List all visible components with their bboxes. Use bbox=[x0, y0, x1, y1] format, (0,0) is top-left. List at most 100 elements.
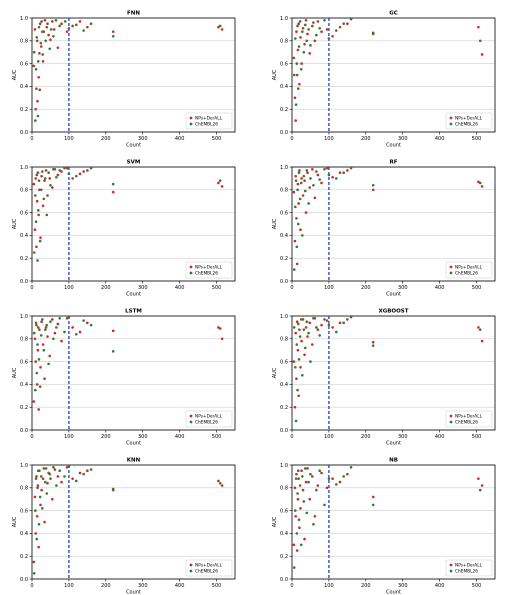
data-point bbox=[89, 468, 93, 471]
data-point bbox=[32, 560, 36, 564]
data-point bbox=[294, 119, 297, 122]
data-point bbox=[318, 26, 321, 30]
data-point bbox=[302, 50, 306, 54]
data-point bbox=[37, 358, 41, 361]
data-point bbox=[78, 471, 82, 475]
plot-area bbox=[291, 315, 496, 431]
data-point bbox=[325, 486, 329, 490]
data-point bbox=[111, 350, 115, 353]
y-tick-label: 0.8 bbox=[280, 188, 288, 194]
data-point bbox=[315, 488, 318, 492]
data-point bbox=[295, 245, 299, 249]
data-point bbox=[39, 45, 43, 48]
data-point bbox=[111, 182, 115, 186]
data-point bbox=[37, 408, 40, 411]
x-axis-label: Count bbox=[386, 143, 401, 149]
data-point bbox=[47, 171, 50, 174]
data-point bbox=[327, 37, 331, 40]
y-tick-label: 0.8 bbox=[20, 486, 28, 492]
data-point bbox=[296, 222, 300, 226]
series-nps-derall bbox=[292, 316, 484, 409]
data-point bbox=[45, 25, 49, 29]
legend-label: NPs+DerALL bbox=[455, 116, 483, 122]
data-point bbox=[294, 331, 297, 335]
series-nps-derall bbox=[292, 166, 484, 266]
y-axis-label: AUC bbox=[272, 516, 278, 527]
y-tick-label: 0.4 bbox=[280, 382, 288, 388]
data-point bbox=[295, 472, 298, 476]
data-point bbox=[44, 467, 48, 470]
legend-marker bbox=[449, 414, 453, 418]
y-tick-label: 0.2 bbox=[280, 554, 288, 560]
data-point bbox=[51, 318, 54, 321]
data-point bbox=[298, 169, 301, 172]
data-point bbox=[51, 186, 54, 189]
data-point bbox=[39, 188, 43, 192]
legend-marker bbox=[189, 271, 193, 275]
data-point bbox=[35, 245, 38, 249]
legend-label: NPs+DerALL bbox=[195, 116, 223, 122]
data-point bbox=[36, 486, 39, 490]
data-point bbox=[299, 36, 302, 39]
data-point bbox=[301, 234, 304, 237]
y-tick-label: 0.4 bbox=[20, 531, 28, 537]
data-point bbox=[44, 39, 47, 43]
data-point bbox=[53, 468, 57, 471]
y-tick-label: 0.6 bbox=[20, 61, 28, 67]
data-point bbox=[323, 318, 326, 321]
data-point bbox=[41, 53, 45, 56]
legend-label: ChEMBL26 bbox=[195, 122, 218, 128]
data-point bbox=[338, 25, 342, 29]
data-point bbox=[45, 323, 49, 327]
plot-area bbox=[31, 17, 236, 133]
data-point bbox=[316, 328, 320, 331]
data-point bbox=[334, 330, 338, 334]
data-point bbox=[53, 331, 57, 335]
data-point bbox=[38, 328, 41, 331]
data-point bbox=[308, 321, 312, 325]
data-point bbox=[294, 174, 297, 178]
data-point bbox=[294, 37, 297, 40]
legend-marker bbox=[189, 420, 193, 424]
data-point bbox=[318, 178, 321, 181]
data-point bbox=[334, 177, 338, 180]
data-point bbox=[34, 388, 37, 392]
data-point bbox=[338, 321, 342, 325]
data-point bbox=[309, 177, 312, 180]
legend-box bbox=[185, 559, 233, 577]
data-point bbox=[477, 25, 480, 29]
data-point bbox=[217, 479, 220, 483]
data-point bbox=[82, 170, 85, 173]
y-axis-label: AUC bbox=[12, 516, 18, 527]
data-point bbox=[477, 326, 480, 329]
x-tick-label: 200 bbox=[361, 136, 371, 142]
legend-label: NPs+DerALL bbox=[195, 265, 223, 271]
x-tick-label: 300 bbox=[398, 583, 408, 589]
data-point bbox=[311, 343, 314, 346]
data-point bbox=[32, 50, 36, 54]
data-point bbox=[38, 52, 41, 55]
data-point bbox=[38, 188, 41, 192]
x-tick-label: 100 bbox=[324, 583, 334, 589]
data-point bbox=[65, 30, 69, 33]
chart-panel-fnn: 0.0 0.2 0.4 0.6 0.8 1.0 0 100 200 300 400 500 FNN Cou… bbox=[12, 11, 236, 149]
x-axis-label: Count bbox=[386, 441, 401, 447]
data-point bbox=[60, 22, 63, 26]
x-tick-label: 500 bbox=[212, 434, 222, 440]
data-point bbox=[480, 185, 484, 188]
data-point bbox=[371, 495, 375, 499]
x-tick-label: 300 bbox=[138, 285, 148, 291]
data-point bbox=[65, 166, 69, 170]
data-point bbox=[41, 204, 45, 208]
data-point bbox=[37, 25, 41, 29]
data-point bbox=[36, 469, 40, 473]
y-axis-label: AUC bbox=[272, 218, 278, 229]
data-point bbox=[312, 522, 315, 526]
data-point bbox=[334, 483, 338, 486]
data-point bbox=[111, 30, 115, 33]
legend-label: ChEMBL26 bbox=[455, 271, 478, 277]
data-point bbox=[371, 183, 375, 187]
data-point bbox=[46, 22, 49, 26]
